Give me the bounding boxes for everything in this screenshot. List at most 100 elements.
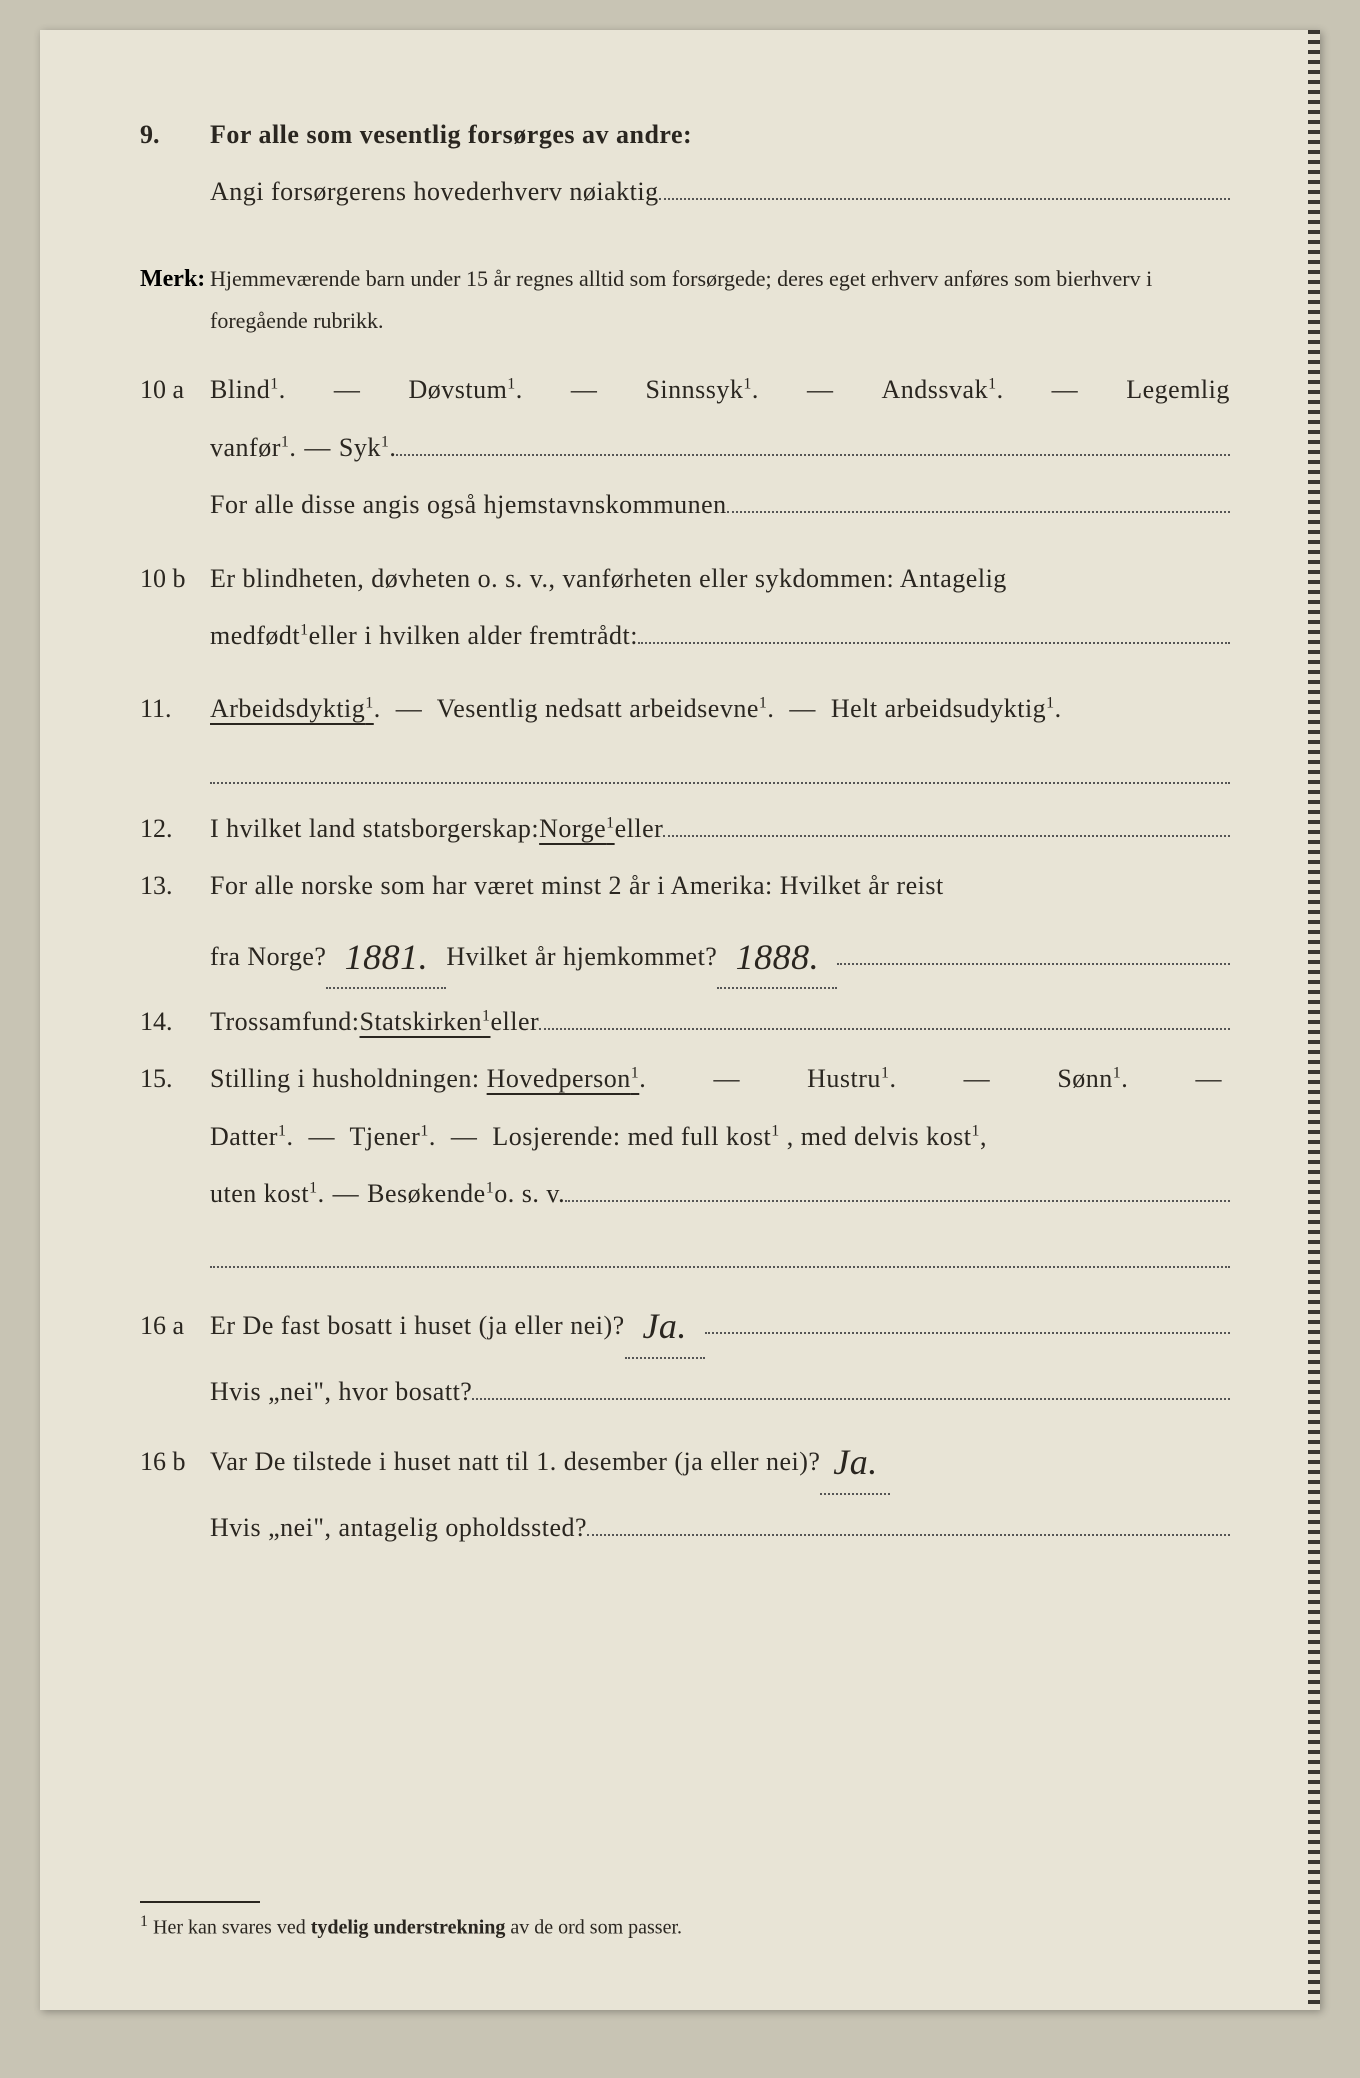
merk-label: Merk: bbox=[140, 257, 210, 303]
question-16b: 16 b Var De tilstede i huset natt til 1.… bbox=[140, 1424, 1230, 1494]
question-10b: 10 b Er blindheten, døvheten o. s. v., v… bbox=[140, 554, 1230, 603]
q12-number: 12. bbox=[140, 804, 210, 853]
opt-sonn: Sønn bbox=[1057, 1064, 1112, 1093]
q15-text-a: Stilling i husholdningen: bbox=[210, 1064, 487, 1093]
q14-text-a: Trossamfund: bbox=[210, 997, 360, 1046]
question-9: 9. For alle som vesentlig forsørges av a… bbox=[140, 110, 1230, 159]
blank-line bbox=[663, 815, 1230, 837]
answer-16b: Ja. bbox=[820, 1424, 890, 1494]
q13-line2: fra Norge? 1881. Hvilket år hjemkommet? … bbox=[210, 919, 1230, 989]
q14-text: Trossamfund: Statskirken1 eller bbox=[210, 997, 1230, 1046]
opt-norge: Norge bbox=[539, 814, 606, 843]
q16b-line2: Hvis „nei", antagelig opholdssted? bbox=[210, 1503, 1230, 1552]
q16a-number: 16 a bbox=[140, 1301, 210, 1350]
q12-text: I hvilket land statsborgerskap: Norge1 e… bbox=[210, 804, 1230, 853]
opt-udyktig: Helt arbeidsudyktig bbox=[831, 694, 1046, 723]
q10a-number: 10 a bbox=[140, 365, 210, 414]
separator-line bbox=[210, 1238, 1230, 1268]
q16b-question: Var De tilstede i huset natt til 1. dese… bbox=[210, 1437, 820, 1486]
question-14: 14. Trossamfund: Statskirken1 eller bbox=[140, 997, 1230, 1046]
q16b-number: 16 b bbox=[140, 1437, 210, 1486]
q12-text-b: eller bbox=[615, 804, 664, 853]
opt-statskirken: Statskirken bbox=[360, 1007, 483, 1036]
q15-line3-row: uten kost1. — Besøkende1 o. s. v. bbox=[140, 1169, 1230, 1218]
opt-syk: Syk bbox=[339, 433, 381, 462]
q16a-text: Er De fast bosatt i huset (ja eller nei)… bbox=[210, 1288, 1230, 1358]
opt-hustru: Hustru bbox=[807, 1064, 881, 1093]
opt-sinnssyk: Sinnssyk bbox=[645, 375, 743, 404]
question-12: 12. I hvilket land statsborgerskap: Norg… bbox=[140, 804, 1230, 853]
q9-line2-row: Angi forsørgerens hovederhverv nøiaktig bbox=[140, 167, 1230, 216]
opt-blind: Blind bbox=[210, 375, 270, 404]
q12-text-a: I hvilket land statsborgerskap: bbox=[210, 804, 539, 853]
handwritten-ja-16a: Ja. bbox=[642, 1292, 686, 1360]
q16a-question: Er De fast bosatt i huset (ja eller nei)… bbox=[210, 1301, 625, 1350]
opt-uten-kost: uten kost bbox=[210, 1179, 309, 1208]
answer-16a: Ja. bbox=[625, 1288, 705, 1358]
q10b-line2b-text: eller i hvilken alder fremtrådt: bbox=[309, 611, 638, 660]
blank-line bbox=[727, 491, 1230, 513]
q16b-line2-row: Hvis „nei", antagelig opholdssted? bbox=[140, 1503, 1230, 1552]
q9-line2-text: Angi forsørgerens hovederhverv nøiaktig bbox=[210, 167, 659, 216]
opt-andssvak: Andssvak bbox=[882, 375, 989, 404]
footnote: 1 Her kan svares ved tydelig understrekn… bbox=[140, 1901, 682, 1940]
q15-losjerende: Losjerende: med full kost bbox=[492, 1122, 771, 1151]
blank-line bbox=[472, 1378, 1230, 1400]
perforated-edge bbox=[1308, 30, 1320, 2010]
q16a-line2: Hvis „nei", hvor bosatt? bbox=[210, 1367, 1230, 1416]
opt-legemlig: Legemlig bbox=[1126, 375, 1230, 404]
blank-line bbox=[587, 1514, 1230, 1536]
q15-line1: Stilling i husholdningen: Hovedperson1. … bbox=[210, 1054, 1230, 1103]
q14-text-b: eller bbox=[491, 997, 540, 1046]
handwritten-1888: 1888. bbox=[736, 923, 820, 991]
handwritten-1881: 1881. bbox=[345, 923, 429, 991]
footnote-text-b: tydelig understrekning bbox=[311, 1917, 506, 1939]
opt-arbeidsdyktig: Arbeidsdyktig bbox=[210, 694, 365, 723]
q9-line1: For alle som vesentlig forsørges av andr… bbox=[210, 110, 1230, 159]
merk-text: Hjemmeværende barn under 15 år regnes al… bbox=[210, 258, 1230, 342]
q10b-line1: Er blindheten, døvheten o. s. v., vanfør… bbox=[210, 554, 1230, 603]
opt-vanfor: vanfør bbox=[210, 433, 281, 462]
q10b-line2-row: medfødt1 eller i hvilken alder fremtrådt… bbox=[140, 611, 1230, 660]
q10a-line3: For alle disse angis også hjemstavnskomm… bbox=[210, 480, 1230, 529]
q9-bold-text: For alle som vesentlig forsørges av andr… bbox=[210, 120, 692, 149]
question-15: 15. Stilling i husholdningen: Hovedperso… bbox=[140, 1054, 1230, 1103]
opt-hovedperson: Hovedperson bbox=[487, 1064, 631, 1093]
q15-line3: uten kost1. — Besøkende1 o. s. v. bbox=[210, 1169, 1230, 1218]
q15-delvis: , med delvis kost bbox=[787, 1122, 972, 1151]
q10a-line3-row: For alle disse angis også hjemstavnskomm… bbox=[140, 480, 1230, 529]
q9-number: 9. bbox=[140, 110, 210, 159]
q11-text: Arbeidsdyktig1. — Vesentlig nedsatt arbe… bbox=[210, 684, 1230, 733]
answer-year-left: 1881. bbox=[326, 919, 446, 989]
handwritten-ja-16b: Ja. bbox=[833, 1428, 877, 1496]
q15-line2: Datter1. — Tjener1. — Losjerende: med fu… bbox=[210, 1112, 1230, 1161]
question-11: 11. Arbeidsdyktig1. — Vesentlig nedsatt … bbox=[140, 684, 1230, 733]
q13-fra-norge: fra Norge? bbox=[210, 932, 326, 981]
q11-number: 11. bbox=[140, 684, 210, 733]
blank-line bbox=[396, 434, 1230, 456]
q10a-line3-text: For alle disse angis også hjemstavnskomm… bbox=[210, 480, 727, 529]
footnote-rule bbox=[140, 1901, 260, 1903]
blank-line bbox=[638, 622, 1230, 644]
q13-line1: For alle norske som har været minst 2 år… bbox=[210, 861, 1230, 910]
q10b-line2: medfødt1 eller i hvilken alder fremtrådt… bbox=[210, 611, 1230, 660]
footnote-text-c: av de ord som passer. bbox=[505, 1917, 682, 1939]
merk-row: Merk: Hjemmeværende barn under 15 år reg… bbox=[140, 257, 1230, 342]
q13-number: 13. bbox=[140, 861, 210, 910]
question-13: 13. For alle norske som har været minst … bbox=[140, 861, 1230, 910]
q16b-hvis-nei: Hvis „nei", antagelig opholdssted? bbox=[210, 1503, 587, 1552]
q16a-line2-row: Hvis „nei", hvor bosatt? bbox=[140, 1367, 1230, 1416]
blank-line bbox=[539, 1008, 1230, 1030]
q15-line2-row: Datter1. — Tjener1. — Losjerende: med fu… bbox=[140, 1112, 1230, 1161]
opt-datter: Datter bbox=[210, 1122, 278, 1151]
document-page: 9. For alle som vesentlig forsørges av a… bbox=[40, 30, 1320, 2010]
blank-line bbox=[837, 943, 1230, 965]
footnote-number: 1 bbox=[140, 1913, 148, 1930]
q10a-line1: Blind1. — Døvstum1. — Sinnssyk1. — Andss… bbox=[210, 365, 1230, 414]
question-16a: 16 a Er De fast bosatt i huset (ja eller… bbox=[140, 1288, 1230, 1358]
q14-number: 14. bbox=[140, 997, 210, 1046]
q10a-line2: vanfør1. — Syk1. bbox=[210, 423, 1230, 472]
opt-tjener: Tjener bbox=[350, 1122, 421, 1151]
q15-number: 15. bbox=[140, 1054, 210, 1103]
blank-line bbox=[705, 1312, 1230, 1334]
